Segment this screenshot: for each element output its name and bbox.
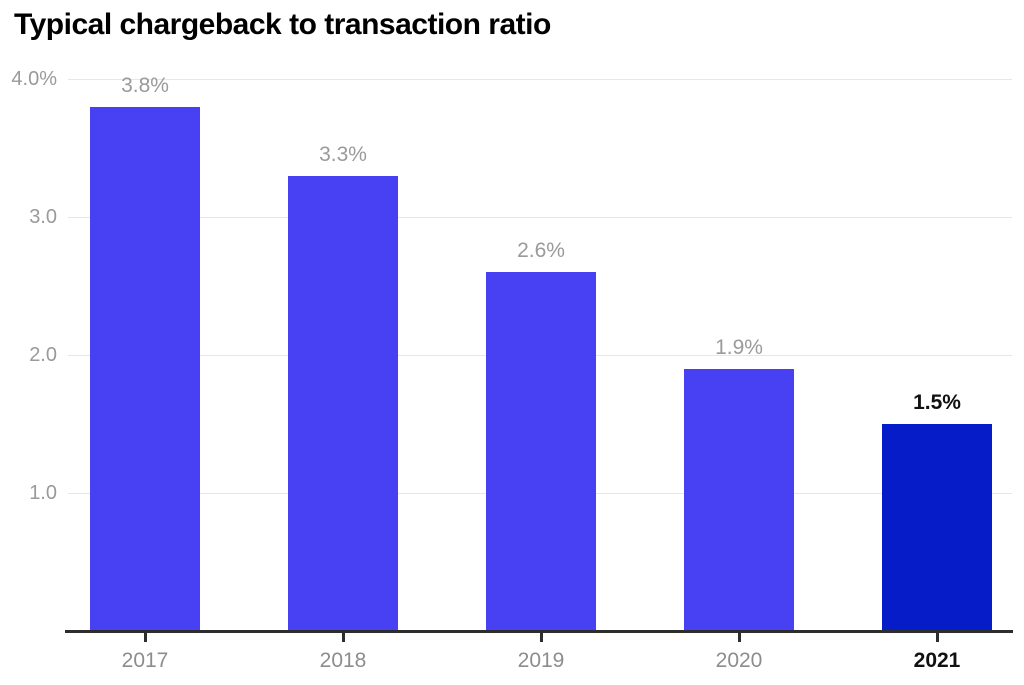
- bar-value-label: 1.9%: [715, 336, 763, 359]
- bar-2020[interactable]: [684, 369, 794, 631]
- x-axis-label-2018: 2018: [319, 649, 367, 672]
- x-axis-label-2021: 2021: [913, 649, 961, 672]
- x-axis-tick: [738, 633, 741, 642]
- bar-value-label: 3.8%: [121, 74, 169, 97]
- y-axis-tick-label: 1.0: [29, 482, 57, 504]
- x-axis-tick: [342, 633, 345, 642]
- y-axis-tick-label: 3.0: [29, 206, 57, 228]
- x-axis-label-2020: 2020: [715, 649, 763, 672]
- gridline: [68, 217, 1012, 218]
- y-axis-tick-label: 2.0: [29, 344, 57, 366]
- bar-value-label: 3.3%: [319, 143, 367, 166]
- x-axis-line: [65, 630, 1013, 633]
- x-axis-tick: [540, 633, 543, 642]
- bar-2019[interactable]: [486, 272, 596, 631]
- x-axis-tick: [936, 633, 939, 642]
- gridline: [68, 79, 1012, 80]
- y-axis-tick-label: 4.0%: [11, 68, 57, 90]
- x-axis-label-2019: 2019: [517, 649, 565, 672]
- x-axis-tick: [144, 633, 147, 642]
- bar-value-label: 2.6%: [517, 239, 565, 262]
- bar-value-label: 1.5%: [913, 391, 961, 414]
- bar-2017[interactable]: [90, 107, 200, 631]
- chart-title: Typical chargeback to transaction ratio: [14, 8, 551, 41]
- x-axis-label-2017: 2017: [121, 649, 169, 672]
- bar-2018[interactable]: [288, 176, 398, 631]
- bar-2021[interactable]: [882, 424, 992, 631]
